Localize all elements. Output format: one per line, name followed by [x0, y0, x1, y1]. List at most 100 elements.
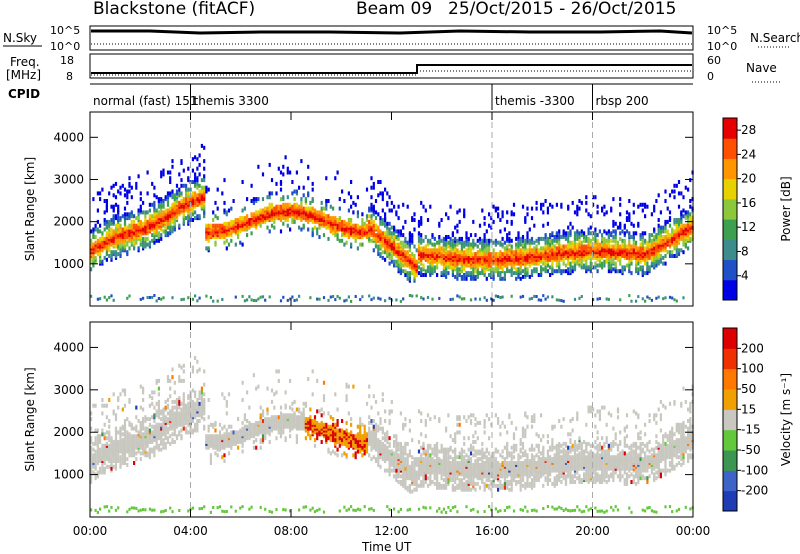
ground-scatter-cell [530, 296, 534, 300]
echo-cell [119, 238, 122, 243]
echo-cell [216, 434, 219, 439]
echo-cell [338, 238, 341, 243]
echo-cell [607, 242, 610, 247]
echo-cell [411, 238, 414, 243]
echo-cell [524, 216, 527, 221]
echo-cell [273, 405, 276, 410]
echo-cell [431, 233, 434, 238]
echo-cell [101, 411, 104, 416]
echo-cell [157, 392, 160, 397]
echo-cell [456, 276, 459, 281]
echo-cell [594, 238, 597, 243]
echo-cell [521, 238, 525, 243]
echo-cell [659, 229, 662, 234]
echo-cell [99, 223, 102, 228]
echo-cell [187, 219, 190, 224]
echo-cell [259, 223, 262, 228]
echo-cell [546, 246, 549, 251]
echo-cell [311, 181, 314, 186]
echo-cell [255, 210, 258, 215]
echo-cell [135, 181, 138, 186]
echo-cell [99, 229, 102, 234]
echo-cell [542, 202, 545, 207]
echo-cell [390, 225, 393, 230]
echo-cell [560, 269, 563, 274]
ground-scatter-cell [542, 294, 545, 298]
echo-cell [148, 428, 151, 433]
echo-cell [603, 263, 606, 268]
echo-cell [399, 229, 402, 234]
echo-cell [594, 227, 597, 232]
echo-cell [526, 212, 529, 217]
echo-cell [241, 443, 244, 448]
echo-cell [408, 231, 411, 236]
echo-cell [621, 265, 624, 270]
echo-cell [121, 183, 124, 188]
ground-scatter-cell [139, 508, 142, 512]
echo-cell [248, 405, 251, 410]
echo-cell [426, 265, 430, 270]
ground-scatter-cell [212, 506, 215, 509]
echo-cell [630, 244, 633, 249]
echo-cell [198, 153, 201, 158]
echo-cell [207, 415, 210, 420]
echo-cell [144, 430, 147, 435]
echo-cell [420, 240, 423, 245]
echo-cell [456, 242, 459, 247]
echo-cell [103, 227, 106, 232]
echo-cell [562, 229, 565, 234]
echo-cell [196, 359, 199, 364]
echo-cell [302, 185, 305, 190]
echo-cell [209, 422, 212, 427]
echo-cell [153, 390, 156, 395]
echo-cell [300, 197, 303, 202]
echo-cell [687, 210, 690, 215]
echo-cell [96, 227, 99, 232]
echo-cell [521, 242, 525, 247]
echo-cell [571, 265, 574, 270]
echo-cell [270, 210, 274, 215]
echo-cell [404, 250, 407, 255]
echo-cell [117, 208, 120, 213]
echo-cell [628, 231, 631, 236]
echo-cell [510, 273, 513, 277]
echo-cell [374, 210, 378, 215]
ground-scatter-cell [662, 297, 665, 301]
echo-cell [135, 415, 138, 420]
echo-cell [169, 170, 172, 175]
echo-cell [442, 265, 445, 270]
ground-scatter-cell [408, 294, 411, 297]
echo-cell [619, 236, 622, 241]
echo-cell [178, 200, 181, 205]
echo-cell [562, 244, 565, 249]
echo-cell [567, 225, 570, 230]
echo-cell [413, 254, 416, 258]
echo-cell [625, 244, 629, 249]
echo-cell [578, 231, 581, 236]
echo-cell [119, 250, 122, 255]
echo-cell [268, 229, 271, 234]
echo-cell [399, 269, 402, 274]
echo-cell [395, 235, 398, 239]
echo-cell [114, 195, 118, 200]
echo-cell [178, 430, 181, 435]
echo-cell [404, 236, 407, 241]
echo-cell [110, 238, 113, 243]
echo-cell [105, 257, 108, 262]
echo-cell [279, 170, 283, 175]
echo-cell [352, 210, 355, 215]
echo-cell [397, 204, 400, 209]
ground-scatter-cell [345, 298, 348, 302]
echo-cell [327, 236, 330, 241]
echo-cell [345, 240, 348, 245]
echo-cell [587, 265, 590, 270]
echo-cell [610, 206, 613, 211]
ground-scatter-cell [234, 295, 237, 299]
echo-cell [580, 240, 583, 245]
echo-cell [148, 447, 151, 452]
ground-scatter-cell [327, 298, 330, 302]
echo-cell [687, 246, 690, 251]
echo-cell [216, 216, 219, 221]
echo-cell [404, 219, 407, 224]
